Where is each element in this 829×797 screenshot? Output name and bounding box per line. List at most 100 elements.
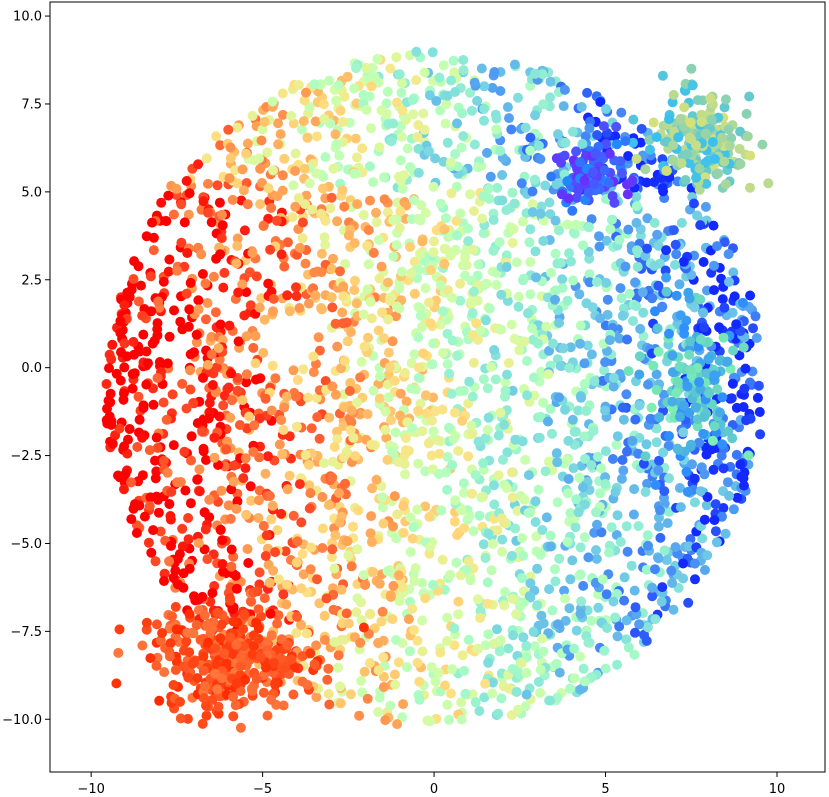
scatter-point [279, 402, 290, 413]
scatter-point [618, 465, 629, 476]
scatter-point [691, 172, 702, 183]
scatter-point [248, 342, 259, 353]
scatter-point [373, 707, 384, 717]
scatter-point [380, 715, 391, 726]
scatter-point [614, 235, 625, 245]
scatter-point [138, 329, 149, 340]
scatter-point [326, 552, 337, 563]
scatter-point [241, 331, 252, 342]
scatter-point [147, 338, 158, 349]
scatter-point [200, 681, 210, 692]
scatter-point [305, 564, 316, 575]
scatter-point [437, 554, 448, 565]
scatter-point [391, 635, 401, 645]
scatter-point [670, 239, 681, 250]
scatter-point [382, 566, 393, 577]
scatter-point [552, 457, 563, 468]
scatter-point [144, 445, 155, 456]
scatter-point [341, 608, 352, 619]
scatter-point [675, 502, 686, 513]
scatter-point [204, 397, 215, 408]
scatter-point [421, 408, 432, 419]
scatter-point [592, 130, 603, 140]
scatter-point [499, 419, 510, 430]
scatter-point [284, 306, 295, 317]
scatter-point [288, 118, 299, 129]
scatter-point [658, 447, 669, 458]
scatter-point [489, 480, 499, 491]
scatter-point [514, 345, 525, 356]
scatter-point [330, 129, 341, 140]
scatter-point [365, 608, 376, 619]
scatter-point [111, 368, 122, 379]
scatter-point [650, 306, 660, 317]
scatter-point [521, 689, 532, 700]
scatter-point [266, 514, 277, 525]
scatter-point [684, 349, 695, 360]
scatter-point [430, 153, 441, 164]
scatter-point [213, 701, 224, 712]
scatter-point [294, 303, 305, 313]
scatter-point [623, 366, 634, 377]
scatter-point [324, 75, 335, 86]
scatter-point [495, 145, 506, 156]
scatter-point [230, 700, 241, 711]
scatter-point [624, 288, 635, 299]
scatter-point [507, 187, 518, 198]
scatter-point [186, 455, 196, 466]
scatter-point [407, 423, 418, 434]
scatter-point [414, 694, 425, 705]
scatter-point [328, 604, 339, 615]
scatter-point [541, 512, 552, 523]
scatter-point [359, 341, 370, 352]
scatter-point [423, 146, 434, 157]
scatter-point [380, 424, 391, 435]
scatter-point [395, 175, 406, 186]
scatter-point [439, 243, 450, 254]
scatter-point [591, 507, 601, 518]
scatter-point [394, 223, 405, 233]
scatter-point [445, 569, 456, 580]
scatter-point [493, 470, 504, 481]
scatter-point [442, 90, 453, 101]
scatter-point [128, 274, 139, 284]
scatter-point [602, 294, 613, 305]
scatter-point [197, 426, 208, 437]
scatter-point [211, 362, 222, 373]
scatter-point [255, 163, 266, 174]
scatter-point [425, 716, 436, 727]
scatter-point [320, 215, 331, 226]
scatter-point [288, 689, 299, 700]
scatter-point [300, 450, 311, 460]
scatter-point [385, 296, 396, 306]
scatter-point [617, 402, 628, 413]
scatter-point [630, 277, 641, 288]
scatter-point [601, 139, 612, 150]
scatter-point [233, 287, 244, 298]
scatter-point [509, 333, 520, 344]
scatter-point [249, 420, 260, 431]
scatter-point [202, 554, 213, 565]
scatter-point [433, 667, 444, 678]
scatter-point [478, 374, 489, 385]
scatter-point [521, 667, 532, 678]
scatter-point [260, 551, 271, 561]
scatter-point [473, 594, 483, 605]
scatter-point [147, 217, 157, 228]
scatter-point [533, 676, 544, 687]
scatter-point [583, 637, 594, 648]
scatter-point [237, 279, 248, 290]
scatter-point [319, 635, 330, 645]
scatter-point [478, 491, 488, 502]
scatter-point [535, 664, 546, 675]
scatter-point [692, 95, 703, 106]
scatter-point [734, 143, 745, 154]
scatter-point [387, 446, 397, 457]
scatter-point [290, 166, 301, 176]
scatter-point [201, 710, 212, 721]
scatter-point [442, 484, 453, 495]
scatter-point [218, 400, 229, 411]
scatter-point [367, 566, 378, 577]
scatter-point [623, 151, 634, 161]
scatter-point [552, 497, 563, 508]
